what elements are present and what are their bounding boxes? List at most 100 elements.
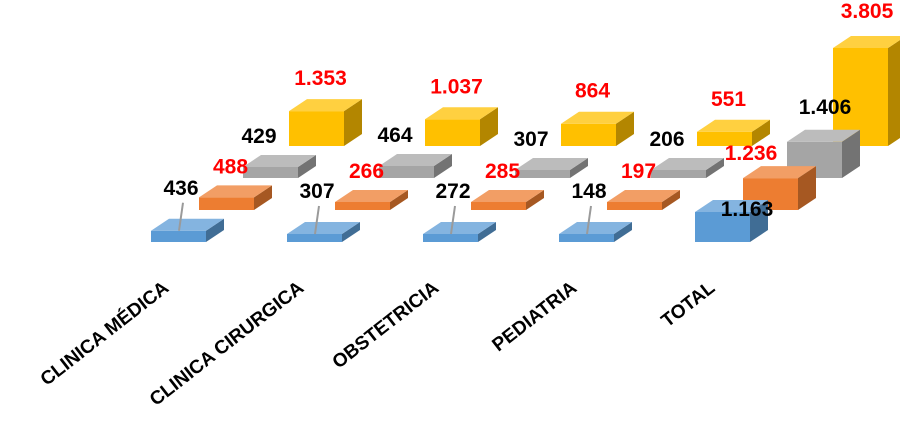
data-label-s4-5: 3.805 bbox=[841, 0, 894, 23]
bar-side bbox=[614, 222, 632, 242]
bar-front bbox=[287, 234, 342, 242]
data-label-s3-1: 429 bbox=[241, 125, 276, 148]
data-label-s1-5: 1.163 bbox=[721, 198, 774, 221]
bar-side bbox=[888, 40, 900, 146]
bar-side bbox=[298, 154, 316, 178]
bar-top bbox=[833, 36, 900, 48]
data-label-s1-2: 307 bbox=[299, 180, 334, 203]
bars-layer bbox=[151, 36, 900, 242]
category-label-3: OBSTETRICIA bbox=[329, 277, 444, 373]
bar-top bbox=[695, 200, 768, 213]
leader-line-2 bbox=[314, 205, 320, 235]
bar-top bbox=[151, 218, 224, 231]
bar-top bbox=[743, 166, 816, 179]
bar-top bbox=[379, 154, 452, 167]
data-label-s1-3: 272 bbox=[435, 180, 470, 203]
bar-front bbox=[425, 119, 480, 146]
category-label-2: CLINICA CIRURGICA bbox=[146, 277, 308, 410]
bar-side bbox=[342, 222, 360, 242]
data-label-s4-4: 551 bbox=[711, 88, 746, 111]
data-label-s4-1: 1.353 bbox=[294, 67, 347, 90]
bar-top bbox=[607, 190, 680, 202]
data-label-s1-1: 436 bbox=[163, 177, 198, 200]
bar-top bbox=[289, 99, 362, 112]
bar-side bbox=[390, 190, 408, 210]
bar-side bbox=[480, 107, 498, 146]
data-label-s3-5: 1.406 bbox=[799, 96, 852, 119]
bar-front bbox=[559, 234, 614, 242]
bar-front bbox=[607, 202, 662, 210]
bar-s4-5 bbox=[833, 36, 900, 146]
bar-s2-4 bbox=[607, 190, 680, 210]
bar-side bbox=[752, 119, 770, 146]
bar-side bbox=[434, 154, 452, 178]
bar-s4-1 bbox=[289, 99, 362, 146]
bar-front bbox=[199, 197, 254, 210]
bar-side bbox=[750, 200, 768, 242]
bar-top bbox=[243, 154, 316, 167]
data-label-s3-2: 464 bbox=[377, 124, 412, 147]
bar-front bbox=[423, 234, 478, 242]
leader-line-1 bbox=[178, 202, 184, 231]
leader-line-3 bbox=[450, 205, 456, 235]
data-label-s2-3: 285 bbox=[485, 160, 520, 183]
bar-top bbox=[651, 158, 724, 170]
bar-s3-2 bbox=[379, 154, 452, 178]
bar-side bbox=[570, 158, 588, 178]
bar-top bbox=[787, 129, 860, 142]
bar-s2-3 bbox=[471, 190, 544, 210]
bar-side bbox=[662, 190, 680, 210]
bar-s4-2 bbox=[425, 107, 498, 146]
bar-side bbox=[344, 99, 362, 146]
bar-front bbox=[515, 170, 570, 178]
data-label-s2-4: 197 bbox=[621, 160, 656, 183]
bar-top bbox=[515, 158, 588, 170]
bar-front bbox=[335, 202, 390, 210]
bar-front bbox=[651, 170, 706, 178]
bar-top bbox=[335, 190, 408, 202]
bar-side bbox=[478, 222, 496, 242]
bar-side bbox=[706, 158, 724, 178]
bar-front bbox=[379, 166, 434, 178]
bar-front bbox=[695, 212, 750, 242]
bar-s1-4 bbox=[559, 222, 632, 242]
bar-front bbox=[833, 48, 888, 146]
bar-side bbox=[842, 129, 860, 178]
bar-side bbox=[206, 218, 224, 242]
bar-top bbox=[287, 222, 360, 234]
bar-side bbox=[254, 185, 272, 210]
bar-top bbox=[559, 222, 632, 234]
bar-s1-5 bbox=[695, 200, 768, 242]
bar-side bbox=[616, 111, 634, 146]
data-label-s1-4: 148 bbox=[571, 180, 606, 203]
data-label-s2-2: 266 bbox=[349, 160, 384, 183]
bar-side bbox=[798, 166, 816, 210]
bar-front bbox=[561, 123, 616, 146]
bar-front bbox=[243, 166, 298, 178]
data-labels-layer: 436 307 272 148 1.163 488 266 285 197 1.236 429 464… bbox=[163, 0, 894, 235]
data-label-s3-4: 206 bbox=[649, 128, 684, 151]
data-label-s4-3: 864 bbox=[575, 80, 610, 103]
category-label-5: TOTAL bbox=[658, 277, 720, 332]
bar-front bbox=[151, 230, 206, 242]
data-label-s2-5: 1.236 bbox=[725, 142, 778, 165]
leader-line-4 bbox=[586, 205, 592, 235]
data-label-s2-1: 488 bbox=[213, 155, 248, 178]
bar-s3-3 bbox=[515, 158, 588, 178]
bar-side bbox=[526, 190, 544, 210]
bar-top bbox=[425, 107, 498, 120]
bar-front bbox=[289, 111, 344, 146]
data-label-s3-3: 307 bbox=[513, 128, 548, 151]
bar-s3-4 bbox=[651, 158, 724, 178]
bar-top bbox=[199, 185, 272, 198]
category-label-1: CLINICA MÉDICA bbox=[36, 276, 173, 390]
bar-front bbox=[697, 131, 752, 146]
bar-front bbox=[471, 202, 526, 210]
bar-s4-4 bbox=[697, 119, 770, 146]
bar-s1-3 bbox=[423, 222, 496, 242]
bar-s1-2 bbox=[287, 222, 360, 242]
bar-s2-1 bbox=[199, 185, 272, 210]
bar-top bbox=[471, 190, 544, 202]
